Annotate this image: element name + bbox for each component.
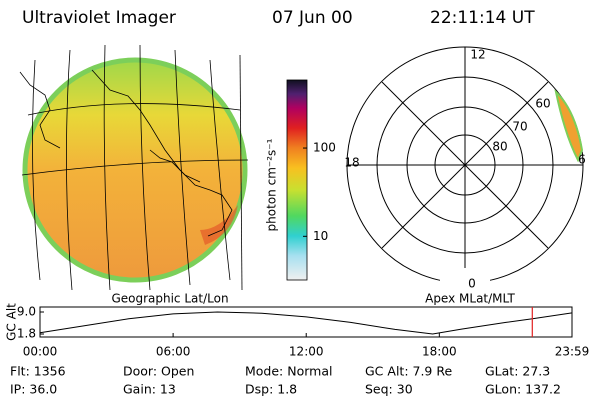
time: 22:11:14 UT [430, 8, 535, 28]
mlt-label: 12 [470, 48, 485, 62]
info-field: Flt: 1356 [10, 364, 66, 379]
x-tick-label: 18:00 [422, 345, 457, 359]
date: 07 Jun 00 [272, 8, 353, 28]
altitude-line [39, 311, 573, 335]
lat-label: 70 [512, 120, 527, 134]
mlt-label: 0 [468, 277, 476, 291]
altitude-frame [39, 306, 573, 338]
info-field: Dsp: 1.8 [245, 382, 297, 397]
polar-grid [346, 46, 584, 284]
lat-label: 60 [535, 97, 550, 111]
info-field: Mode: Normal [245, 364, 332, 379]
info-field: GC Alt: 7.9 Re [365, 364, 452, 379]
colorbar-label: photon cm⁻²s⁻¹ [265, 138, 279, 231]
info-field: Gain: 13 [123, 382, 176, 397]
polar-label: Apex MLat/MLT [425, 292, 515, 306]
altitude-label: GC Alt [5, 303, 19, 341]
mlt-label: 6 [578, 153, 586, 167]
lat-label: 80 [492, 140, 507, 154]
info-field: IP: 36.0 [10, 382, 57, 397]
x-tick-label: 12:00 [289, 345, 324, 359]
info-field: GLon: 137.2 [485, 382, 561, 397]
map-label: Geographic Lat/Lon [111, 292, 228, 306]
colorbar [286, 79, 308, 281]
x-tick-label: 00:00 [23, 345, 58, 359]
info-field: Door: Open [123, 364, 194, 379]
y-tick-label: 9.0 [17, 305, 36, 319]
mask [440, 268, 490, 298]
y-tick-label: 1.8 [17, 327, 36, 341]
altitude-plot: 9.0 1.8 00:00 06:00 12:00 18:00 23:59 [17, 305, 589, 359]
x-tick-label: 23:59 [555, 345, 590, 359]
colorbar-tick-label: 10 [313, 229, 328, 243]
mlt-label: 18 [344, 156, 359, 170]
title: Ultraviolet Imager [22, 8, 176, 28]
earth-map [19, 44, 249, 291]
info-field: GLat: 27.3 [485, 364, 550, 379]
colorbar-tick-label: 100 [313, 141, 336, 155]
x-tick-label: 06:00 [156, 345, 191, 359]
info-field: Seq: 30 [365, 382, 413, 397]
info-panel: Flt: 1356 Door: Open Mode: Normal GC Alt: 7… [10, 364, 561, 397]
